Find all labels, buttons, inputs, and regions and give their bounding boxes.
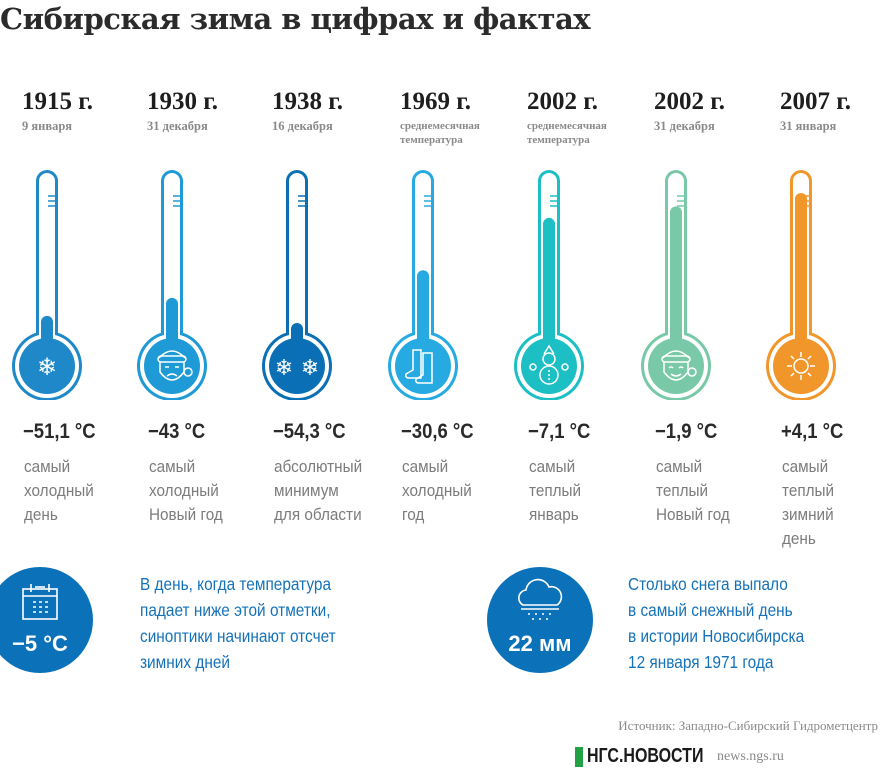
thermometer-ticks — [424, 195, 431, 207]
thermometer-fill — [41, 315, 53, 360]
record-year: 2007 г. — [780, 88, 852, 115]
thermometer-fill — [670, 206, 682, 360]
record-temperature: −7,1 °C — [528, 420, 591, 443]
happy-santa-icon — [661, 350, 697, 381]
record-header: 2002 г. 31 декабря — [654, 88, 780, 134]
record-date: среднемесячная температура — [527, 120, 607, 146]
record-header: 1969 г. среднемесячная температура — [400, 88, 526, 147]
record-description: абсолютный минимум для области — [274, 457, 363, 524]
record-temperature: +4,1 °C — [781, 420, 844, 443]
record-description: самый теплый январь — [529, 457, 582, 524]
record-header: 2007 г. 31 января — [780, 88, 880, 134]
record-description: самый теплый Новый год — [656, 457, 730, 524]
record-year: 1938 г. — [272, 88, 344, 115]
snowfall-value: 22 мм — [508, 631, 572, 656]
thermometer — [137, 170, 207, 400]
snowfall-note: Столько снега выпало в самый снежный ден… — [628, 574, 805, 672]
record-temperature: −51,1 °C — [23, 420, 96, 443]
two-snowflakes-icon: ❄ ❄ — [275, 355, 319, 380]
thermometer-fill — [417, 270, 429, 360]
snowflake-icon: ❄ — [37, 354, 57, 381]
record-description: самый холодный день — [24, 457, 94, 524]
thermometer-ticks — [298, 195, 305, 207]
record-date: 9 января — [22, 119, 73, 133]
thermometer-bulb — [648, 338, 704, 394]
source-credit: Источник: Западно-Сибирский Гидрометцент… — [618, 718, 878, 733]
thermometer: ❄ ❄ — [262, 170, 332, 400]
record-year: 1930 г. — [147, 88, 219, 115]
logo-brand: НГС.НОВОСТИ — [587, 745, 704, 767]
thermometer-ticks — [173, 195, 180, 207]
record-temperature: −54,3 °C — [273, 420, 346, 443]
record-year: 2002 г. — [527, 88, 599, 115]
site-link[interactable]: news.ngs.ru — [717, 748, 784, 764]
thermometer-ticks — [550, 195, 557, 207]
thermometer-fill — [795, 193, 807, 360]
sun-icon — [787, 352, 815, 380]
thermometer — [766, 170, 836, 400]
thermometer-bulb — [773, 338, 829, 394]
threshold-note: В день, когда температура падает ниже эт… — [140, 574, 336, 672]
logo-mark — [575, 746, 583, 767]
svg-text:❄: ❄ — [37, 354, 57, 381]
record-description: самый теплый зимний день — [782, 457, 835, 548]
record-temperature: −43 °C — [148, 420, 206, 443]
thermometer: ❄ — [12, 170, 82, 400]
ngs-logo[interactable]: НГС.НОВОСТИ news.ngs.ru — [575, 745, 784, 768]
record-year: 2002 г. — [654, 88, 726, 115]
svg-text:❄: ❄ — [275, 355, 293, 380]
record-date: 31 декабря — [147, 119, 208, 133]
thermometer-ticks — [677, 195, 684, 207]
threshold-value: −5 °C — [12, 631, 68, 656]
record-year: 1915 г. — [22, 88, 94, 115]
record-header: 1915 г. 9 января — [22, 88, 148, 134]
record-date: 31 декабря — [654, 119, 715, 133]
record-header: 1938 г. 16 декабря — [272, 88, 398, 134]
snowfall-badge: 22 мм — [487, 567, 593, 673]
snow-cloud-icon — [518, 578, 563, 620]
record-header: 1930 г. 31 декабря — [147, 88, 273, 134]
thermometer — [641, 170, 711, 400]
record-date: 31 января — [780, 119, 837, 133]
thermometer — [388, 170, 458, 400]
thermometer — [514, 170, 584, 400]
record-temperature: −30,6 °C — [401, 420, 474, 443]
record-description: самый холодный Новый год — [149, 457, 223, 524]
record-date: 16 декабря — [272, 119, 333, 133]
thermometer-ticks — [48, 195, 55, 207]
snowman-icon — [529, 344, 569, 385]
svg-text:❄: ❄ — [301, 355, 319, 380]
record-date: среднемесячная температура — [400, 120, 480, 146]
thermometer-bulb — [19, 338, 75, 394]
thermometer-bulb — [144, 338, 200, 394]
winter-threshold-badge: −5 °C — [0, 567, 93, 673]
thermometer-fill — [291, 323, 303, 360]
boots-icon — [405, 349, 433, 384]
thermometer-bulb — [269, 338, 325, 394]
page-title: Сибирская зима в цифрах и фактах — [0, 2, 591, 36]
record-temperature: −1,9 °C — [655, 420, 718, 443]
thermometer-fill — [543, 217, 555, 360]
record-description: самый холодный год — [402, 457, 472, 524]
calendar-icon — [22, 584, 58, 620]
thermometer-fill — [166, 297, 178, 360]
record-year: 1969 г. — [400, 88, 472, 115]
record-header: 2002 г. среднемесячная температура — [527, 88, 653, 147]
sad-santa-icon — [157, 350, 193, 381]
